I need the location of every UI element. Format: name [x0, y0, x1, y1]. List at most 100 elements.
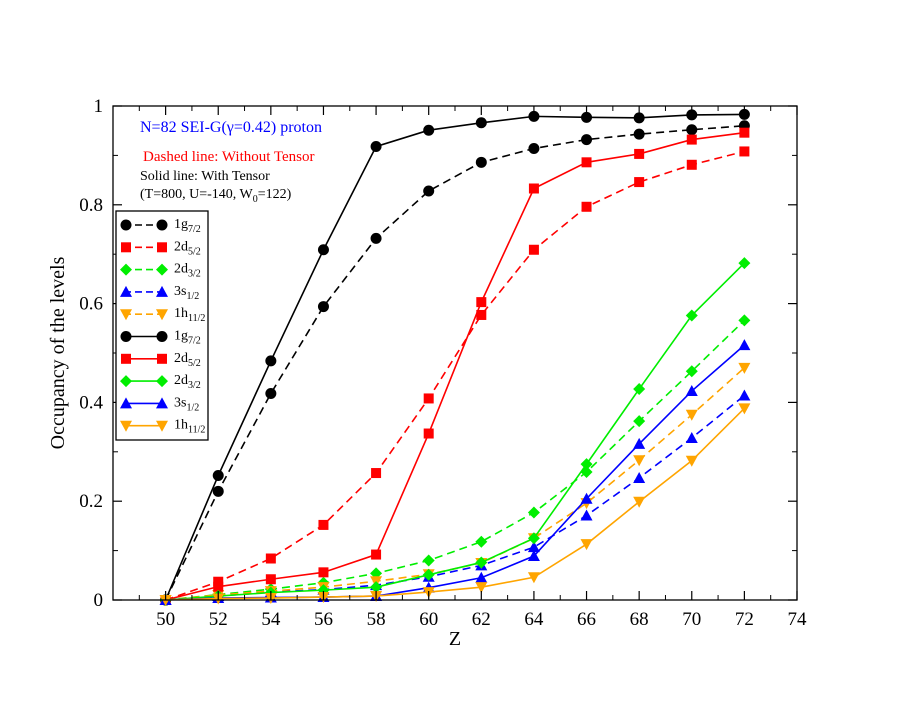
legend-entry: 3s1/2: [120, 395, 199, 413]
data-point: [581, 157, 592, 168]
data-point: [423, 393, 434, 404]
legend-label-main: 1h: [174, 306, 188, 321]
legend-marker: [156, 309, 168, 321]
data-point: [738, 339, 751, 351]
series-dashed-2d5-2: [160, 146, 750, 605]
legend-label: 2d3/2: [174, 373, 201, 391]
data-point: [581, 201, 592, 212]
x-tick-label: 58: [367, 609, 386, 630]
solid-line-note: Solid line: With Tensor: [140, 169, 270, 184]
legend-label: 1h11/2: [174, 306, 205, 324]
data-point: [633, 496, 646, 508]
data-point: [318, 519, 329, 530]
legend-marker: [157, 353, 167, 364]
data-point: [686, 159, 697, 170]
legend-marker: [156, 397, 168, 409]
data-point: [580, 458, 593, 471]
legend-marker: [156, 219, 168, 231]
series-dashed-1g7-2: [160, 120, 750, 606]
data-point: [528, 110, 540, 122]
data-point: [634, 177, 645, 188]
data-point: [527, 550, 540, 562]
legend-entry: 1g7/2: [120, 329, 201, 347]
data-point: [633, 415, 646, 428]
data-point: [633, 128, 645, 140]
data-point: [265, 355, 277, 367]
legend-entry: 2d3/2: [120, 262, 201, 280]
legend-label-sub: 5/2: [188, 358, 201, 369]
legend-label-main: 2d: [174, 351, 188, 366]
data-point: [528, 183, 539, 194]
legend-label-sub: 7/2: [188, 336, 201, 347]
data-point: [475, 156, 487, 168]
data-point: [739, 127, 750, 138]
legend-marker: [120, 420, 132, 432]
data-point: [370, 141, 382, 153]
data-point: [422, 568, 435, 581]
legend-marker: [121, 353, 131, 364]
data-point: [580, 539, 593, 551]
legend-marker: [156, 263, 168, 276]
data-point: [476, 309, 487, 320]
y-tick-label: 1: [94, 96, 104, 117]
legend-label-main: 3s: [174, 284, 186, 299]
legend-label: 3s1/2: [174, 284, 199, 302]
data-point: [580, 509, 593, 521]
y-tick-label: 0.2: [79, 491, 103, 512]
data-point: [685, 409, 698, 421]
x-tick-label: 56: [314, 609, 333, 630]
params-subscript: 0: [253, 194, 258, 205]
data-point: [213, 581, 224, 592]
series-line: [165, 319, 745, 601]
data-point: [475, 117, 487, 129]
legend-entry: 2d5/2: [121, 351, 201, 369]
data-point: [527, 532, 540, 545]
legend-label-main: 2d: [174, 239, 188, 254]
data-point: [265, 553, 276, 564]
chart-title-annotation: N=82 SEI-G(γ=0.42) proton: [140, 119, 322, 136]
legend-marker: [156, 375, 168, 388]
data-point: [528, 244, 539, 255]
axes: 50 52 54 56 58 60 62 64 66 68 70 72 74 0 0.2 0.4 0.6 0.8 1…: [47, 96, 807, 650]
data-point: [475, 535, 488, 548]
y-tick-label: 0.8: [79, 195, 103, 216]
params-suffix: =122): [258, 187, 292, 202]
data-point: [423, 124, 435, 136]
legend-label-main: 2d: [174, 262, 188, 277]
legend-marker: [120, 263, 132, 276]
series-line: [165, 407, 745, 601]
legend-label-sub: 1/2: [186, 402, 199, 413]
data-point: [738, 389, 751, 401]
data-point: [528, 142, 540, 154]
data-point: [317, 301, 329, 313]
data-point: [527, 541, 540, 553]
y-tick-label: 0: [94, 590, 104, 611]
data-point: [738, 403, 751, 415]
data-point: [738, 314, 751, 327]
y-axis-label: Occupancy of the levels: [47, 256, 69, 449]
legend-marker: [156, 331, 168, 342]
data-point: [527, 506, 540, 519]
legend-label: 2d3/2: [174, 262, 201, 280]
data-point: [370, 581, 383, 594]
legend-marker: [121, 242, 131, 253]
data-point: [685, 365, 698, 378]
params-prefix: (T=800, U=-140, W: [140, 187, 254, 202]
legend-label-sub: 1/2: [186, 291, 199, 302]
data-point: [265, 574, 276, 585]
data-point: [475, 571, 488, 583]
legend-marker: [120, 309, 132, 321]
x-tick-label: 70: [682, 609, 701, 630]
legend-label-main: 3s: [174, 395, 186, 410]
parameters-note: (T=800, U=-140, W0=122): [140, 187, 292, 205]
data-point: [633, 112, 645, 124]
data-point: [738, 257, 751, 270]
data-point: [423, 428, 434, 439]
legend-label-sub: 3/2: [188, 380, 201, 391]
data-point: [634, 148, 645, 159]
data-point: [685, 309, 698, 322]
legend: 1g7/22d5/22d3/23s1/21h11/21g7/22d5/22d3/…: [115, 210, 209, 441]
data-point: [633, 471, 646, 483]
series-solid-3s1-2: [159, 339, 751, 605]
